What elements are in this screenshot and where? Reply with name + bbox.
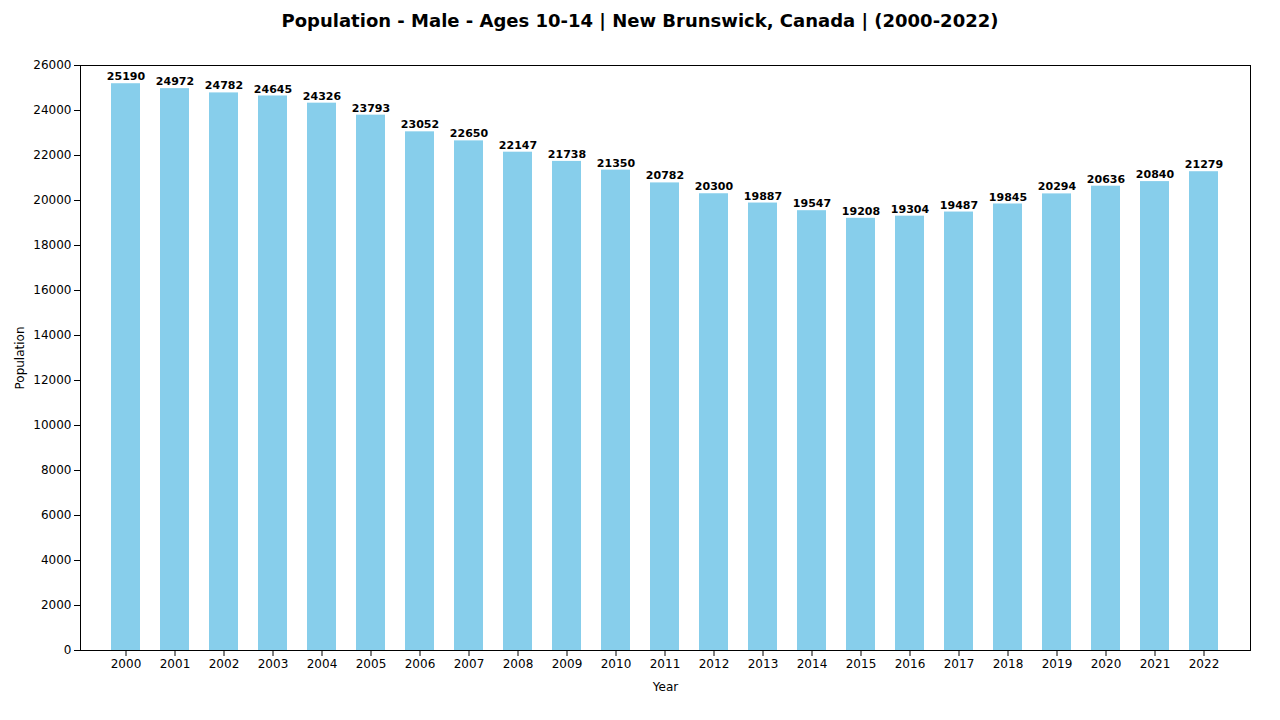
svg-text:2012: 2012 (699, 657, 730, 671)
svg-text:2008: 2008 (503, 657, 534, 671)
svg-text:20294: 20294 (1038, 180, 1077, 193)
svg-text:2018: 2018 (993, 657, 1024, 671)
svg-text:6000: 6000 (41, 508, 72, 522)
svg-text:2013: 2013 (748, 657, 779, 671)
html-text:Population - Male - Ages 10-14: Population - Male - Ages 10-14 | New Bru… (281, 10, 999, 31)
svg-text:20782: 20782 (646, 169, 684, 182)
svg-text:2007: 2007 (454, 657, 485, 671)
svg-text:0: 0 (64, 643, 72, 657)
svg-text:20000: 20000 (33, 193, 71, 207)
svg-text:Population: Population (13, 326, 27, 389)
svg-text:10000: 10000 (33, 418, 71, 432)
svg-text:22147: 22147 (499, 139, 537, 152)
svg-text:2001: 2001 (160, 657, 191, 671)
svg-text:20300: 20300 (695, 180, 734, 193)
svg-text:2011: 2011 (650, 657, 681, 671)
svg-text:2010: 2010 (601, 657, 632, 671)
svg-text:25190: 25190 (107, 70, 146, 83)
svg-text:26000: 26000 (33, 58, 71, 72)
svg-text:8000: 8000 (41, 463, 72, 477)
svg-text:24645: 24645 (254, 83, 292, 96)
svg-text:2000: 2000 (41, 598, 72, 612)
svg-text:22000: 22000 (33, 148, 71, 162)
svg-text:12000: 12000 (33, 373, 71, 387)
svg-text:2006: 2006 (405, 657, 436, 671)
svg-text:20840: 20840 (1136, 168, 1175, 181)
svg-text:2003: 2003 (258, 657, 289, 671)
svg-text:19487: 19487 (940, 199, 978, 212)
svg-text:20636: 20636 (1087, 173, 1126, 186)
svg-text:19208: 19208 (842, 205, 880, 218)
svg-text:24972: 24972 (156, 75, 194, 88)
svg-text:2002: 2002 (209, 657, 240, 671)
svg-text:Year: Year (652, 680, 678, 694)
svg-text:19304: 19304 (891, 203, 930, 216)
svg-text:24326: 24326 (303, 90, 342, 103)
svg-text:2004: 2004 (307, 657, 338, 671)
svg-text:22650: 22650 (450, 127, 489, 140)
svg-text:4000: 4000 (41, 553, 72, 567)
svg-text:2014: 2014 (797, 657, 828, 671)
svg-text:24782: 24782 (205, 79, 243, 92)
svg-text:2005: 2005 (356, 657, 387, 671)
svg-text:2020: 2020 (1091, 657, 1122, 671)
svg-text:21738: 21738 (548, 148, 586, 161)
svg-text:19887: 19887 (744, 190, 782, 203)
svg-text:24000: 24000 (33, 103, 71, 117)
svg-text:2000: 2000 (111, 657, 142, 671)
svg-text:18000: 18000 (33, 238, 71, 252)
svg-text:19845: 19845 (989, 191, 1027, 204)
svg-text:23793: 23793 (352, 102, 390, 115)
svg-text:2009: 2009 (552, 657, 583, 671)
svg-text:19547: 19547 (793, 197, 831, 210)
svg-text:16000: 16000 (33, 283, 71, 297)
svg-text:2022: 2022 (1189, 657, 1220, 671)
svg-text:2015: 2015 (846, 657, 877, 671)
svg-text:2017: 2017 (944, 657, 975, 671)
svg-text:21350: 21350 (597, 157, 636, 170)
svg-text:2016: 2016 (895, 657, 926, 671)
svg-text:21279: 21279 (1185, 158, 1223, 171)
svg-text:2021: 2021 (1140, 657, 1171, 671)
svg-text:14000: 14000 (33, 328, 71, 342)
svg-text:23052: 23052 (401, 118, 439, 131)
svg-text:2019: 2019 (1042, 657, 1073, 671)
